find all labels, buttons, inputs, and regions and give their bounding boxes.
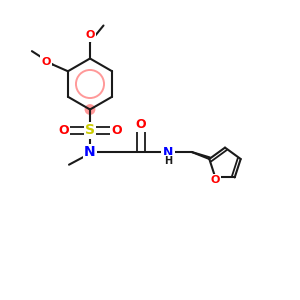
Text: N: N bbox=[163, 146, 173, 159]
Text: O: O bbox=[85, 30, 95, 40]
Text: N: N bbox=[84, 145, 96, 159]
Text: O: O bbox=[58, 124, 69, 137]
Text: S: S bbox=[85, 124, 95, 137]
Text: H: H bbox=[164, 156, 172, 166]
Text: O: O bbox=[42, 57, 51, 67]
Circle shape bbox=[85, 104, 95, 115]
Text: O: O bbox=[111, 124, 122, 137]
Circle shape bbox=[83, 146, 97, 159]
Text: O: O bbox=[211, 175, 220, 185]
Text: O: O bbox=[136, 118, 146, 131]
